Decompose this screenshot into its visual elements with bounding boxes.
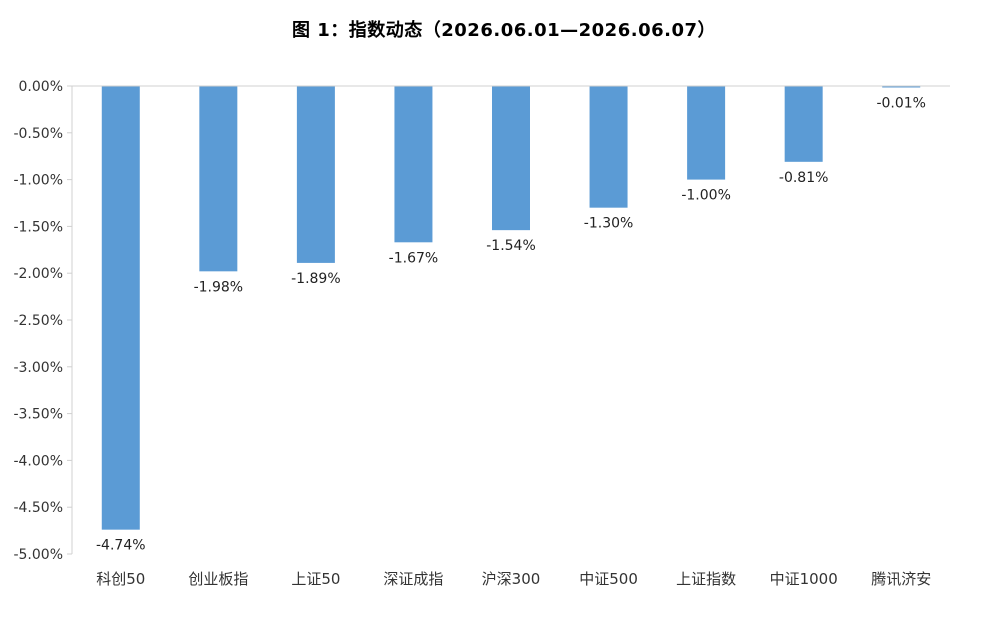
bar	[589, 86, 628, 208]
y-tick-label: 0.00%	[19, 79, 63, 95]
bar	[492, 86, 530, 231]
data-label: -1.30%	[584, 216, 634, 232]
data-label: -1.89%	[291, 271, 341, 287]
bar	[296, 86, 335, 263]
category-label: 上证指数	[676, 570, 736, 588]
category-label: 上证50	[291, 570, 340, 588]
y-tick-label: -4.50%	[13, 500, 63, 516]
data-label: -0.01%	[876, 96, 926, 112]
category-label: 腾讯济安	[871, 570, 931, 588]
data-label: -1.54%	[486, 238, 536, 254]
category-label: 沪深300	[482, 570, 541, 588]
y-tick-label: -0.50%	[13, 126, 63, 142]
category-label: 创业板指	[188, 570, 248, 588]
category-label: 中证1000	[770, 570, 838, 588]
bar	[101, 86, 140, 530]
y-tick-label: -1.50%	[13, 219, 63, 235]
category-label: 科创50	[96, 570, 145, 588]
data-label: -4.74%	[96, 538, 146, 554]
y-tick-label: -2.00%	[13, 266, 63, 282]
bar	[784, 86, 823, 162]
bar	[882, 86, 921, 88]
y-tick-label: -4.00%	[13, 453, 63, 469]
y-tick-label: -5.00%	[13, 547, 63, 563]
chart-title: 图 1：指数动态（2026.06.01—2026.06.07）	[291, 20, 717, 41]
y-tick-label: -3.00%	[13, 360, 63, 376]
data-label: -1.98%	[194, 279, 244, 295]
data-label: -0.81%	[779, 170, 829, 186]
y-tick-label: -2.50%	[13, 313, 63, 329]
category-label: 中证500	[579, 570, 638, 588]
y-tick-label: -3.50%	[13, 407, 63, 423]
data-label: -1.67%	[389, 250, 439, 266]
data-label: -1.00%	[681, 188, 731, 204]
bar	[687, 86, 726, 180]
bar	[199, 86, 238, 272]
bar	[394, 86, 433, 243]
y-tick-label: -1.00%	[13, 173, 63, 189]
category-label: 深证成指	[383, 570, 443, 588]
